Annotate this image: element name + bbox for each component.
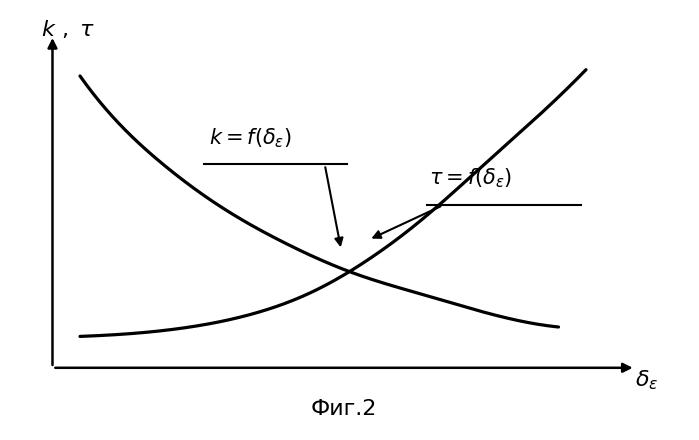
Text: $\tau = f(\delta_\varepsilon)$: $\tau = f(\delta_\varepsilon)$ bbox=[429, 167, 512, 191]
Text: Фиг.2: Фиг.2 bbox=[311, 399, 377, 418]
Text: $k\ ,\ \tau$: $k\ ,\ \tau$ bbox=[41, 18, 96, 40]
Text: $\delta_\varepsilon$: $\delta_\varepsilon$ bbox=[635, 369, 658, 392]
Text: $k = f(\delta_\varepsilon)$: $k = f(\delta_\varepsilon)$ bbox=[209, 126, 292, 150]
